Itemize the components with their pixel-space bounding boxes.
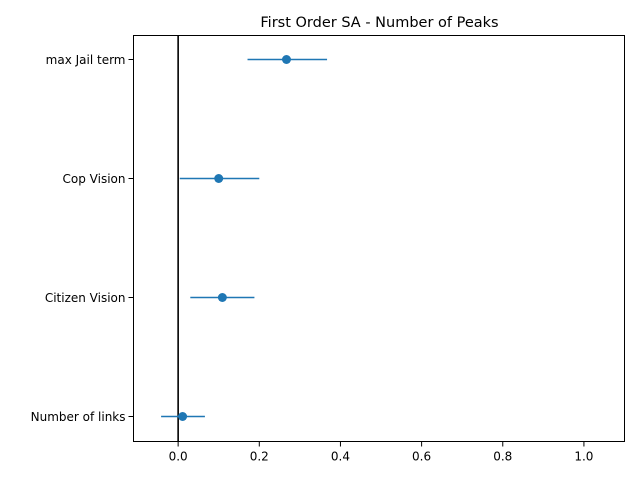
data-point <box>214 174 224 183</box>
plot-area: 0.0 0.2 0.4 0.6 0.8 1.0 max Jail term Cop Visio… <box>31 35 593 464</box>
y-tick-label: max Jail term <box>46 53 126 67</box>
x-tick-label: 0.8 <box>493 450 512 464</box>
x-tick-label: 1.0 <box>574 450 593 464</box>
x-tick-label: 0.6 <box>412 450 431 464</box>
chart-title: First Order SA - Number of Peaks <box>260 15 498 31</box>
x-tick-label: 0.4 <box>331 450 350 464</box>
y-tick-label: Cop Vision <box>63 172 126 186</box>
data-point <box>217 293 227 302</box>
y-tick-label: Citizen Vision <box>45 291 126 305</box>
x-tick-label: 0.0 <box>169 450 188 464</box>
x-tick-label: 0.2 <box>250 450 269 464</box>
data-point <box>178 412 188 421</box>
axes-frame <box>133 35 625 442</box>
y-tick-label: Number of links <box>31 410 126 424</box>
data-point <box>281 55 291 64</box>
